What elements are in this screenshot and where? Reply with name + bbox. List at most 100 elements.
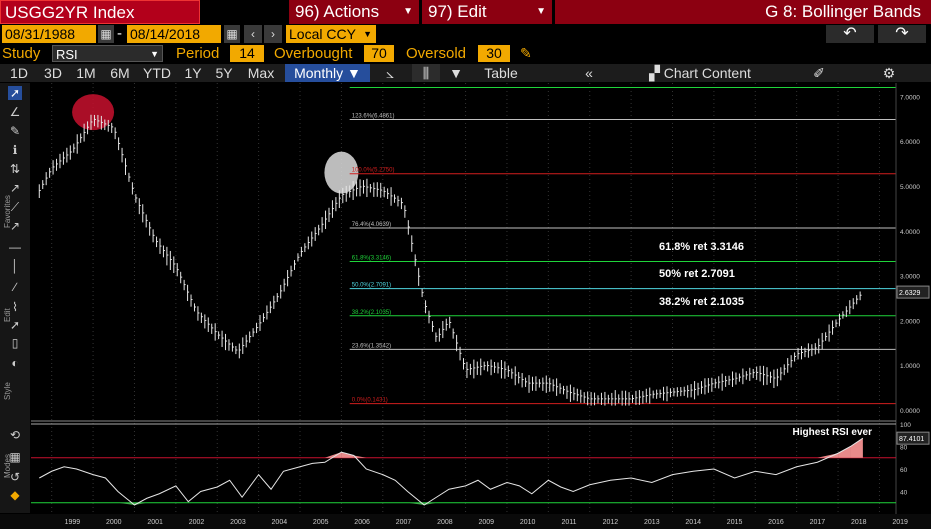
period-tab-max[interactable]: Max <box>247 65 275 81</box>
ray-icon[interactable]: ⟋ <box>10 200 20 214</box>
next-arrow-icon[interactable]: › <box>264 25 282 43</box>
period-input[interactable]: 14 <box>230 45 264 62</box>
ticker-field[interactable]: USGG2YR Index <box>0 0 200 24</box>
text-icon[interactable]: ✎ <box>9 124 21 138</box>
rsi-annotation: Highest RSI ever <box>793 427 873 438</box>
tool-sidebar <box>0 83 30 513</box>
frequency-select[interactable]: Monthly ▼ <box>285 64 370 82</box>
x-axis-band <box>0 514 931 529</box>
sidebar-label-style: Style <box>3 382 12 400</box>
channel-icon[interactable]: ⇅ <box>9 162 21 176</box>
sidebar-label-favorites: Favorites <box>3 195 12 228</box>
x-tick-label: 2001 <box>147 519 163 526</box>
chart-content-button[interactable]: ▞ Chart Content <box>645 64 755 82</box>
bar-chart-icon[interactable]: ⫼ <box>412 64 440 82</box>
y-tick-label: 2.0000 <box>900 318 920 325</box>
period-tab-ytd[interactable]: YTD <box>143 65 171 81</box>
calendar-icon[interactable]: ▦ <box>98 25 114 43</box>
x-tick-label: 2007 <box>396 519 412 526</box>
x-tick-label: 2016 <box>768 519 784 526</box>
period-tab-1m[interactable]: 1M <box>76 65 96 81</box>
rsi-line <box>39 437 864 506</box>
overbought-label: Overbought <box>274 45 353 62</box>
annotate-button[interactable]: ∕ Annotate <box>394 85 430 92</box>
palette-icon[interactable]: ◐ <box>11 356 19 370</box>
oversold-label: Oversold <box>406 45 467 62</box>
x-tick-label: 2014 <box>685 519 701 526</box>
fib-label: 23.6%(1.3542) <box>352 343 391 349</box>
x-tick-label: 2018 <box>851 519 867 526</box>
chevron-down-icon[interactable]: ▼ <box>449 65 463 81</box>
start-date-input[interactable]: 08/31/1988 <box>2 25 96 43</box>
prev-arrow-icon[interactable]: ‹ <box>244 25 262 43</box>
trend-icon[interactable]: ↗ <box>9 181 21 195</box>
cursor-icon[interactable]: ➚ <box>8 86 22 100</box>
track-label: Track <box>372 85 390 92</box>
chevron-down-icon: ▼ <box>363 29 372 39</box>
y-tick-label: 1.0000 <box>900 363 920 370</box>
zoom-label: Zoom <box>472 85 491 92</box>
draw-line-icon[interactable]: ∠ <box>9 105 21 119</box>
x-tick-label: 2017 <box>810 519 826 526</box>
pencil-icon[interactable]: ✎ <box>520 45 532 61</box>
y-tick-label: 0.0000 <box>900 408 920 415</box>
x-tick-label: 2010 <box>520 519 536 526</box>
zoom-button[interactable]: ⚲ Zoom <box>465 85 491 92</box>
rsi-y-tick-label: 100 <box>900 422 911 429</box>
period-tab-6m[interactable]: 6M <box>110 65 130 81</box>
period-tab-3d[interactable]: 3D <box>44 65 62 81</box>
chart-content-label: Chart Content <box>663 65 751 81</box>
redo-button[interactable]: ↷ <box>878 25 926 43</box>
grid-icon[interactable]: ▦ <box>9 450 21 464</box>
vertical-line-icon[interactable]: │ <box>11 259 19 273</box>
y-tick-label: 3.0000 <box>900 274 920 281</box>
x-tick-label: 2003 <box>230 519 246 526</box>
overbought-input[interactable]: 70 <box>364 45 394 62</box>
period-tab-1y[interactable]: 1Y <box>184 65 202 81</box>
line-chart-icon[interactable]: ⦣ <box>385 65 395 81</box>
actions-label: 96) Actions <box>295 2 380 21</box>
x-tick-label: 2009 <box>478 519 494 526</box>
chevron-down-icon: ▼ <box>150 49 159 59</box>
undo-button[interactable]: ↶ <box>826 25 874 43</box>
end-date-input[interactable]: 08/14/2018 <box>127 25 221 43</box>
fib-label: 61.8%(3.3146) <box>352 256 391 262</box>
eraser-icon[interactable]: ▯ <box>11 336 19 350</box>
period-tab-1d[interactable]: 1D <box>10 65 28 81</box>
pen-icon[interactable]: ∕ <box>13 280 16 294</box>
calendar-icon[interactable]: ▦ <box>224 25 240 43</box>
period-tab-5y[interactable]: 5Y <box>215 65 233 81</box>
x-tick-label: 1999 <box>65 519 81 526</box>
currency-select[interactable]: Local CCY ▼ <box>286 25 376 43</box>
oversold-input[interactable]: 30 <box>478 45 510 62</box>
edit-menu-button[interactable]: 97) Edit ▼ <box>422 0 552 24</box>
highlight-circle-white <box>324 151 359 194</box>
x-tick-label: 2013 <box>644 519 660 526</box>
color-icon[interactable]: ◆ <box>10 488 20 502</box>
x-tick-label: 2000 <box>106 519 122 526</box>
arrow-icon[interactable]: ↗ <box>9 219 21 233</box>
x-tick-label: 2011 <box>562 519 577 526</box>
news-button[interactable]: ▤ News <box>434 85 461 92</box>
retracement-annotation: 38.2% ret 2.1035 <box>659 296 744 308</box>
track-button[interactable]: ↖ Track <box>365 85 390 92</box>
reset-label: Reset <box>481 99 501 106</box>
study-select[interactable]: RSI ▼ <box>52 45 163 62</box>
rsi-y-tick-label: 40 <box>900 490 908 497</box>
retracement-annotation: 50% ret 2.7091 <box>659 268 735 280</box>
rsi-panel <box>31 424 896 514</box>
gear-icon[interactable]: ⚙ <box>882 65 896 81</box>
brush-icon[interactable]: ⌇ <box>12 300 18 314</box>
edit-chart-icon[interactable]: ✐ <box>813 65 825 81</box>
table-button[interactable]: Table <box>484 65 518 81</box>
rsi-overbought-fill <box>850 438 863 458</box>
cursor-icon[interactable]: ➚ <box>9 318 21 332</box>
mode-icon[interactable]: ⟲ <box>9 428 21 442</box>
collapse-left-icon[interactable]: « <box>585 65 593 81</box>
horizontal-line-icon[interactable]: — <box>9 240 21 254</box>
y-tick-label: 5.0000 <box>900 184 920 191</box>
reset-button[interactable]: ↻ Reset <box>470 97 505 107</box>
undo-mode-icon[interactable]: ↺ <box>9 470 21 484</box>
fibonacci-icon[interactable]: ℹ <box>12 143 18 157</box>
actions-menu-button[interactable]: 96) Actions ▼ <box>289 0 419 24</box>
